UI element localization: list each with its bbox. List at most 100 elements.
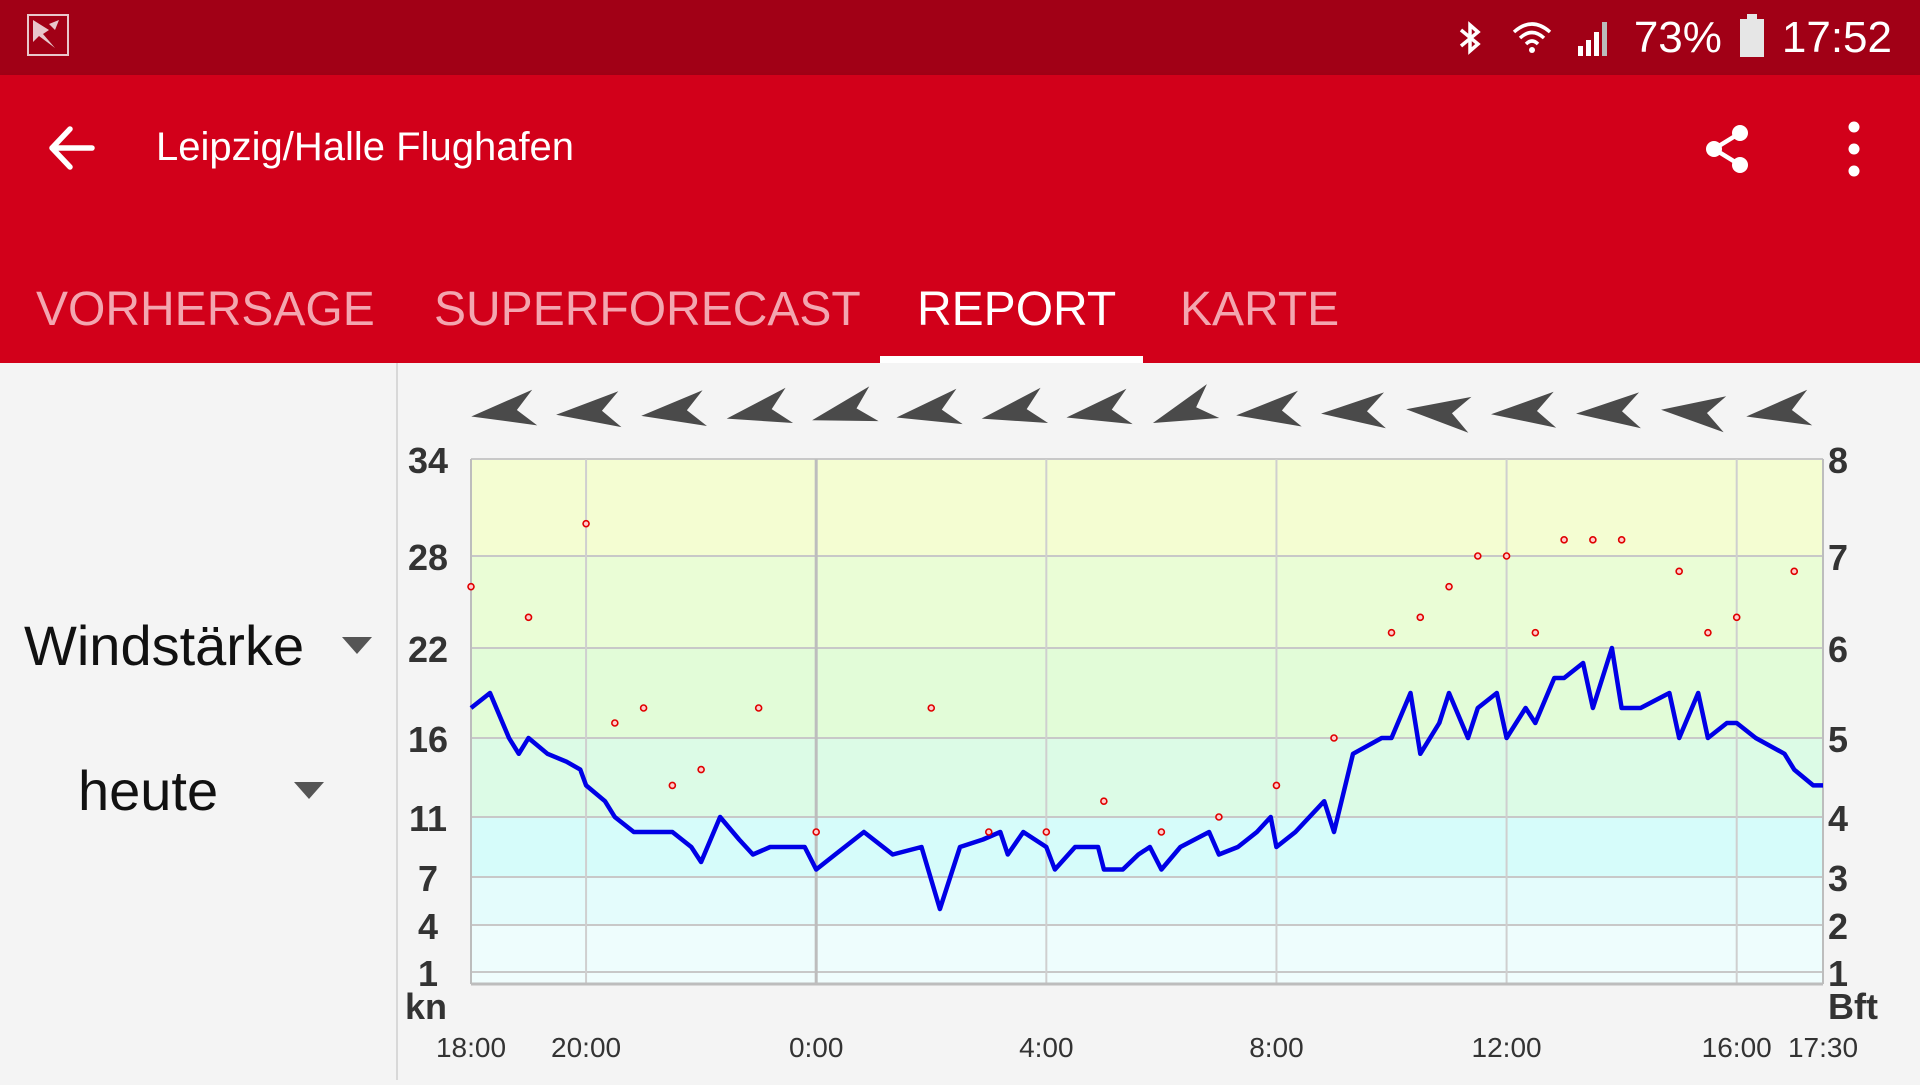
tab-superforecast[interactable]: SUPERFORECAST [434, 283, 861, 336]
y-tick-label-right: 3 [1828, 858, 1848, 899]
gust-point [927, 704, 936, 712]
tab-vorhersage[interactable]: VORHERSAGE [36, 283, 375, 336]
back-button[interactable] [38, 113, 108, 183]
tab-bar: VORHERSAGE SUPERFORECAST REPORT KARTE [0, 257, 1920, 363]
gust-point [1215, 813, 1223, 821]
parameter-select-label: Windstärke [24, 614, 305, 677]
signal-icon [1577, 21, 1607, 56]
wind-direction-arrow-shape [1236, 390, 1302, 427]
gust-point [1589, 536, 1597, 544]
chart-band [471, 877, 1823, 925]
gust-point [639, 704, 648, 712]
gust-point [1100, 797, 1108, 806]
wind-chart-panel: 34 28 22 16 11 7 4 1 kn 8 7 6 5 4 3 2 1 Bft 18:00 20:00 0:00… [398, 363, 1920, 1080]
y-tick-label-left: 7 [418, 858, 438, 899]
gust-point [582, 519, 590, 528]
left-panel: Windstärke heute [0, 363, 397, 1080]
wind-direction-arrow-shape [896, 388, 963, 425]
y-tick-label-left: 16 [408, 719, 448, 760]
wind-direction-arrow-shape [471, 389, 538, 426]
y-tick-label-right: 8 [1828, 440, 1848, 481]
chart-band [471, 459, 1823, 556]
parameter-select[interactable]: Windstärke [24, 613, 373, 678]
dropdown-arrow-icon [342, 637, 373, 654]
back-arrow-icon [49, 126, 95, 170]
wind-direction-arrow-icon [981, 387, 1049, 423]
wifi-icon [1512, 21, 1551, 53]
x-tick-label: 17:30 [1788, 1032, 1858, 1063]
x-tick-label: 0:00 [789, 1032, 844, 1063]
wind-direction-arrow-icon [1152, 384, 1220, 423]
y-tick-label-right: 7 [1828, 537, 1848, 578]
wind-direction-arrow-shape [1321, 392, 1386, 429]
wind-direction-arrow-shape [1661, 396, 1727, 433]
gust-point [812, 828, 820, 836]
wind-direction-arrow-shape [556, 391, 622, 428]
gust-point [1474, 552, 1482, 560]
y-axis-unit-left: kn [405, 986, 447, 1027]
wind-direction-arrow-icon [1321, 392, 1386, 429]
wind-direction-arrow-shape [1491, 391, 1557, 428]
gust-point [467, 582, 475, 591]
chart-band [471, 556, 1823, 648]
y-tick-label-left: 11 [409, 798, 447, 839]
wind-direction-arrow-shape [641, 390, 707, 426]
gust-point [611, 719, 619, 727]
gust-point [697, 765, 705, 774]
gust-point [1531, 628, 1540, 637]
y-tick-label-left: 4 [418, 906, 438, 947]
y-axis-unit-right: Bft [1828, 986, 1878, 1027]
wind-direction-arrow-shape [1746, 389, 1813, 426]
y-tick-label-left: 34 [408, 440, 448, 481]
x-tick-label: 20:00 [551, 1032, 621, 1063]
gust-point [1157, 828, 1166, 836]
panel-divider [396, 363, 398, 1080]
tab-karte[interactable]: KARTE [1180, 283, 1340, 336]
wind-direction-arrow-icon [471, 389, 538, 426]
dropdown-arrow-icon [294, 782, 325, 799]
wind-direction-arrow-shape [726, 387, 794, 423]
wind-direction-arrow-icon [641, 390, 707, 426]
y-tick-label-left: 22 [408, 629, 448, 670]
y-tick-label-right: 6 [1828, 629, 1848, 670]
gust-point [1732, 613, 1741, 622]
y-tick-label-right: 5 [1828, 719, 1848, 760]
battery-icon [1739, 13, 1764, 57]
wind-direction-arrow-shape [812, 386, 879, 422]
more-options-button[interactable] [1824, 113, 1884, 185]
more-vert-icon [1848, 121, 1860, 177]
gust-point [1790, 567, 1799, 576]
y-tick-label-right: 1 [1828, 953, 1848, 994]
battery-percentage: 73% [1633, 12, 1722, 62]
gust-point [524, 613, 533, 622]
wind-direction-arrow-icon [726, 387, 794, 423]
wind-direction-arrow-icon [812, 386, 879, 422]
x-tick-label: 16:00 [1702, 1032, 1772, 1063]
tab-indicator [880, 356, 1143, 364]
clock: 17:52 [1781, 12, 1892, 62]
wind-direction-arrow-shape [981, 387, 1049, 423]
wind-direction-arrow-icon [1236, 390, 1302, 427]
wind-direction-arrow-icon [896, 388, 963, 425]
chart-band [471, 972, 1823, 984]
y-tick-label-right: 2 [1828, 906, 1848, 947]
wind-speed-line [469, 645, 1823, 912]
period-select[interactable]: heute [78, 758, 325, 823]
x-tick-label: 8:00 [1249, 1032, 1304, 1063]
gust-point [1042, 828, 1051, 836]
wind-direction-arrow-icon [556, 391, 622, 428]
gust-point [668, 781, 677, 790]
gust-point [1445, 582, 1453, 591]
wind-direction-arrow-icon [1406, 396, 1472, 433]
y-tick-label-right: 4 [1828, 798, 1848, 839]
x-tick-label: 4:00 [1019, 1032, 1073, 1063]
share-button[interactable] [1692, 113, 1764, 185]
app-bar: Leipzig/Halle Flughafen VORHERSAGE SUPER… [0, 75, 1920, 364]
tab-report[interactable]: REPORT [917, 283, 1117, 336]
gust-point [754, 704, 763, 712]
gust-point [1560, 536, 1568, 544]
y-tick-label-left: 28 [408, 537, 448, 578]
wind-direction-arrow-icon [1746, 389, 1813, 426]
gust-point [1416, 613, 1425, 622]
